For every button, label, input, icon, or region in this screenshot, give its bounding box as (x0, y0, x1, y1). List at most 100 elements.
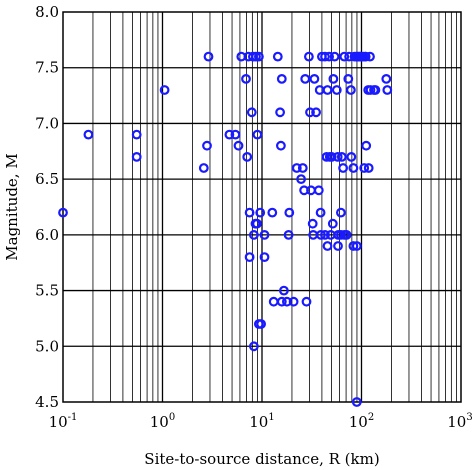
data-point (259, 252, 270, 263)
y-axis-label: Magnitude, M (3, 153, 21, 260)
data-point (202, 140, 212, 151)
data-point (336, 151, 347, 162)
data-point (83, 129, 94, 140)
data-point (131, 151, 142, 162)
x-tick-label: 102 (349, 412, 374, 431)
data-point (244, 252, 255, 263)
data-point (203, 51, 214, 62)
data-point (322, 85, 333, 95)
data-point (297, 163, 308, 173)
data-point (279, 285, 289, 296)
data-point (301, 296, 312, 307)
data-point (252, 218, 262, 229)
data-point (322, 241, 333, 251)
data-point (382, 85, 393, 95)
data-point (361, 140, 372, 151)
data-point (313, 185, 324, 196)
data-point (320, 51, 330, 62)
data-point (315, 207, 326, 218)
y-tick-label: 6.0 (35, 226, 59, 244)
data-point (242, 151, 253, 162)
data-point (268, 296, 279, 307)
data-point (309, 73, 320, 84)
data-point (365, 51, 375, 62)
grid-lines (63, 12, 461, 402)
x-axis-tick-labels: 10-1 100 101 102 103 (49, 412, 473, 431)
data-point (288, 296, 299, 307)
y-tick-label: 7.5 (35, 59, 59, 77)
data-point (348, 163, 359, 173)
data-point (331, 85, 342, 95)
data-point (198, 163, 209, 173)
data-point (305, 107, 315, 118)
data-point (224, 129, 235, 140)
data-point (332, 151, 343, 162)
data-point (275, 107, 286, 118)
data-point (339, 51, 350, 62)
data-point (248, 229, 259, 240)
y-tick-label: 5.0 (35, 337, 59, 355)
data-point (321, 151, 332, 162)
data-point (351, 397, 362, 407)
data-point (328, 73, 339, 84)
data-point (311, 107, 322, 118)
data-point (233, 140, 244, 151)
data-point (58, 207, 68, 218)
y-tick-label: 7.0 (35, 114, 59, 132)
data-point (252, 129, 263, 140)
data-point (276, 140, 286, 151)
data-point (338, 163, 349, 173)
data-points (58, 51, 393, 407)
data-point (316, 229, 326, 240)
data-point (300, 73, 311, 84)
data-point (248, 341, 259, 352)
data-point (253, 51, 264, 62)
data-point (346, 151, 357, 162)
data-point (329, 51, 340, 62)
data-point (259, 229, 270, 240)
data-point (246, 107, 257, 118)
data-point (296, 174, 307, 185)
data-point (307, 218, 318, 229)
x-tick-label: 103 (447, 412, 472, 431)
x-tick-label: 101 (249, 412, 274, 431)
y-axis-tick-labels: 4.5 5.0 5.5 6.0 6.5 7.0 7.5 8.0 (35, 3, 59, 411)
data-point (327, 218, 338, 229)
data-point (333, 241, 343, 251)
data-point (360, 51, 371, 62)
data-point (241, 73, 251, 84)
data-point (247, 51, 258, 62)
data-point (324, 51, 335, 62)
data-point (341, 229, 352, 240)
plot-area-frame (62, 11, 462, 403)
data-point (255, 207, 266, 218)
data-point (131, 129, 142, 140)
data-point (314, 85, 325, 95)
data-point (346, 85, 356, 95)
data-point (351, 241, 362, 251)
data-point (381, 73, 392, 84)
y-tick-label: 5.5 (35, 282, 59, 300)
data-point (267, 207, 278, 218)
data-point (244, 207, 255, 218)
data-point (363, 163, 374, 173)
data-point (276, 296, 287, 307)
x-tick-label: 10-1 (49, 412, 78, 431)
data-point (326, 151, 337, 162)
data-point (336, 207, 346, 218)
data-point (276, 73, 287, 84)
x-tick-label: 100 (150, 412, 175, 431)
data-point (370, 85, 381, 95)
data-point (304, 51, 314, 62)
data-point (283, 229, 294, 240)
data-point (284, 207, 295, 218)
data-point (320, 229, 330, 240)
data-point (365, 85, 376, 95)
y-tick-label: 4.5 (35, 393, 59, 411)
y-tick-label: 6.5 (35, 170, 59, 188)
y-tick-label: 8.0 (35, 3, 59, 21)
data-point (230, 129, 241, 140)
data-point (159, 85, 170, 95)
data-point (348, 241, 359, 251)
